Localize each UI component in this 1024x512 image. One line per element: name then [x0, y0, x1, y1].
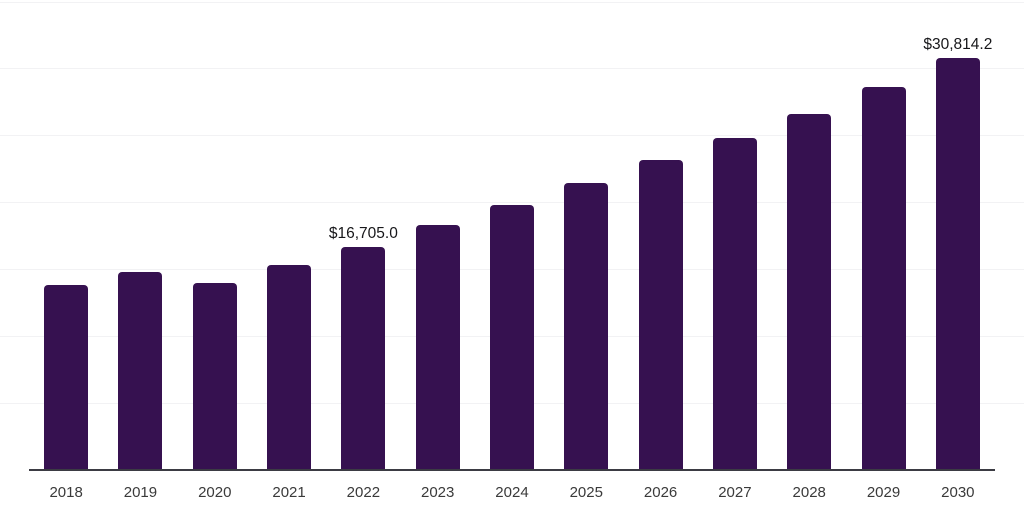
- bar-2030: [935, 57, 980, 470]
- x-tick-label-2025: 2025: [569, 484, 603, 501]
- x-tick-label-2019: 2019: [123, 484, 158, 501]
- bar-2027: [712, 138, 757, 470]
- bar-2024: [490, 205, 534, 470]
- x-axis-line: [29, 469, 995, 471]
- bar-2029: [861, 87, 906, 470]
- gridline-20000: [0, 202, 1024, 204]
- x-tick-label-2026: 2026: [643, 484, 678, 501]
- x-tick-label-2030: 2030: [941, 484, 975, 501]
- bar-2018: [44, 284, 89, 470]
- x-tick-label-2029: 2029: [866, 484, 901, 501]
- x-tick-label-2020: 2020: [198, 484, 232, 501]
- bar-2025: [564, 183, 609, 470]
- x-tick-label-2024: 2024: [495, 484, 529, 501]
- gridline-30000: [0, 68, 1024, 70]
- x-tick-label-2018: 2018: [49, 484, 83, 501]
- data-label-2022: $16,705.0: [328, 224, 398, 242]
- gridline-35000: [0, 1, 1024, 3]
- bar-2021: [267, 265, 312, 470]
- bar-2022: [341, 246, 386, 470]
- bar-2028: [787, 113, 832, 470]
- x-tick-label-2027: 2027: [718, 484, 752, 501]
- bar-2020: [192, 283, 237, 470]
- x-tick-label-2023: 2023: [420, 484, 455, 501]
- x-tick-label-2028: 2028: [792, 484, 826, 501]
- x-tick-label-2021: 2021: [272, 484, 306, 501]
- bar-2023: [415, 225, 460, 470]
- data-label-2030: $30,814.2: [923, 35, 993, 53]
- bar-2019: [118, 271, 163, 470]
- x-tick-label-2022: 2022: [346, 484, 381, 501]
- bar-2026: [638, 160, 683, 470]
- gridline-25000: [0, 135, 1024, 137]
